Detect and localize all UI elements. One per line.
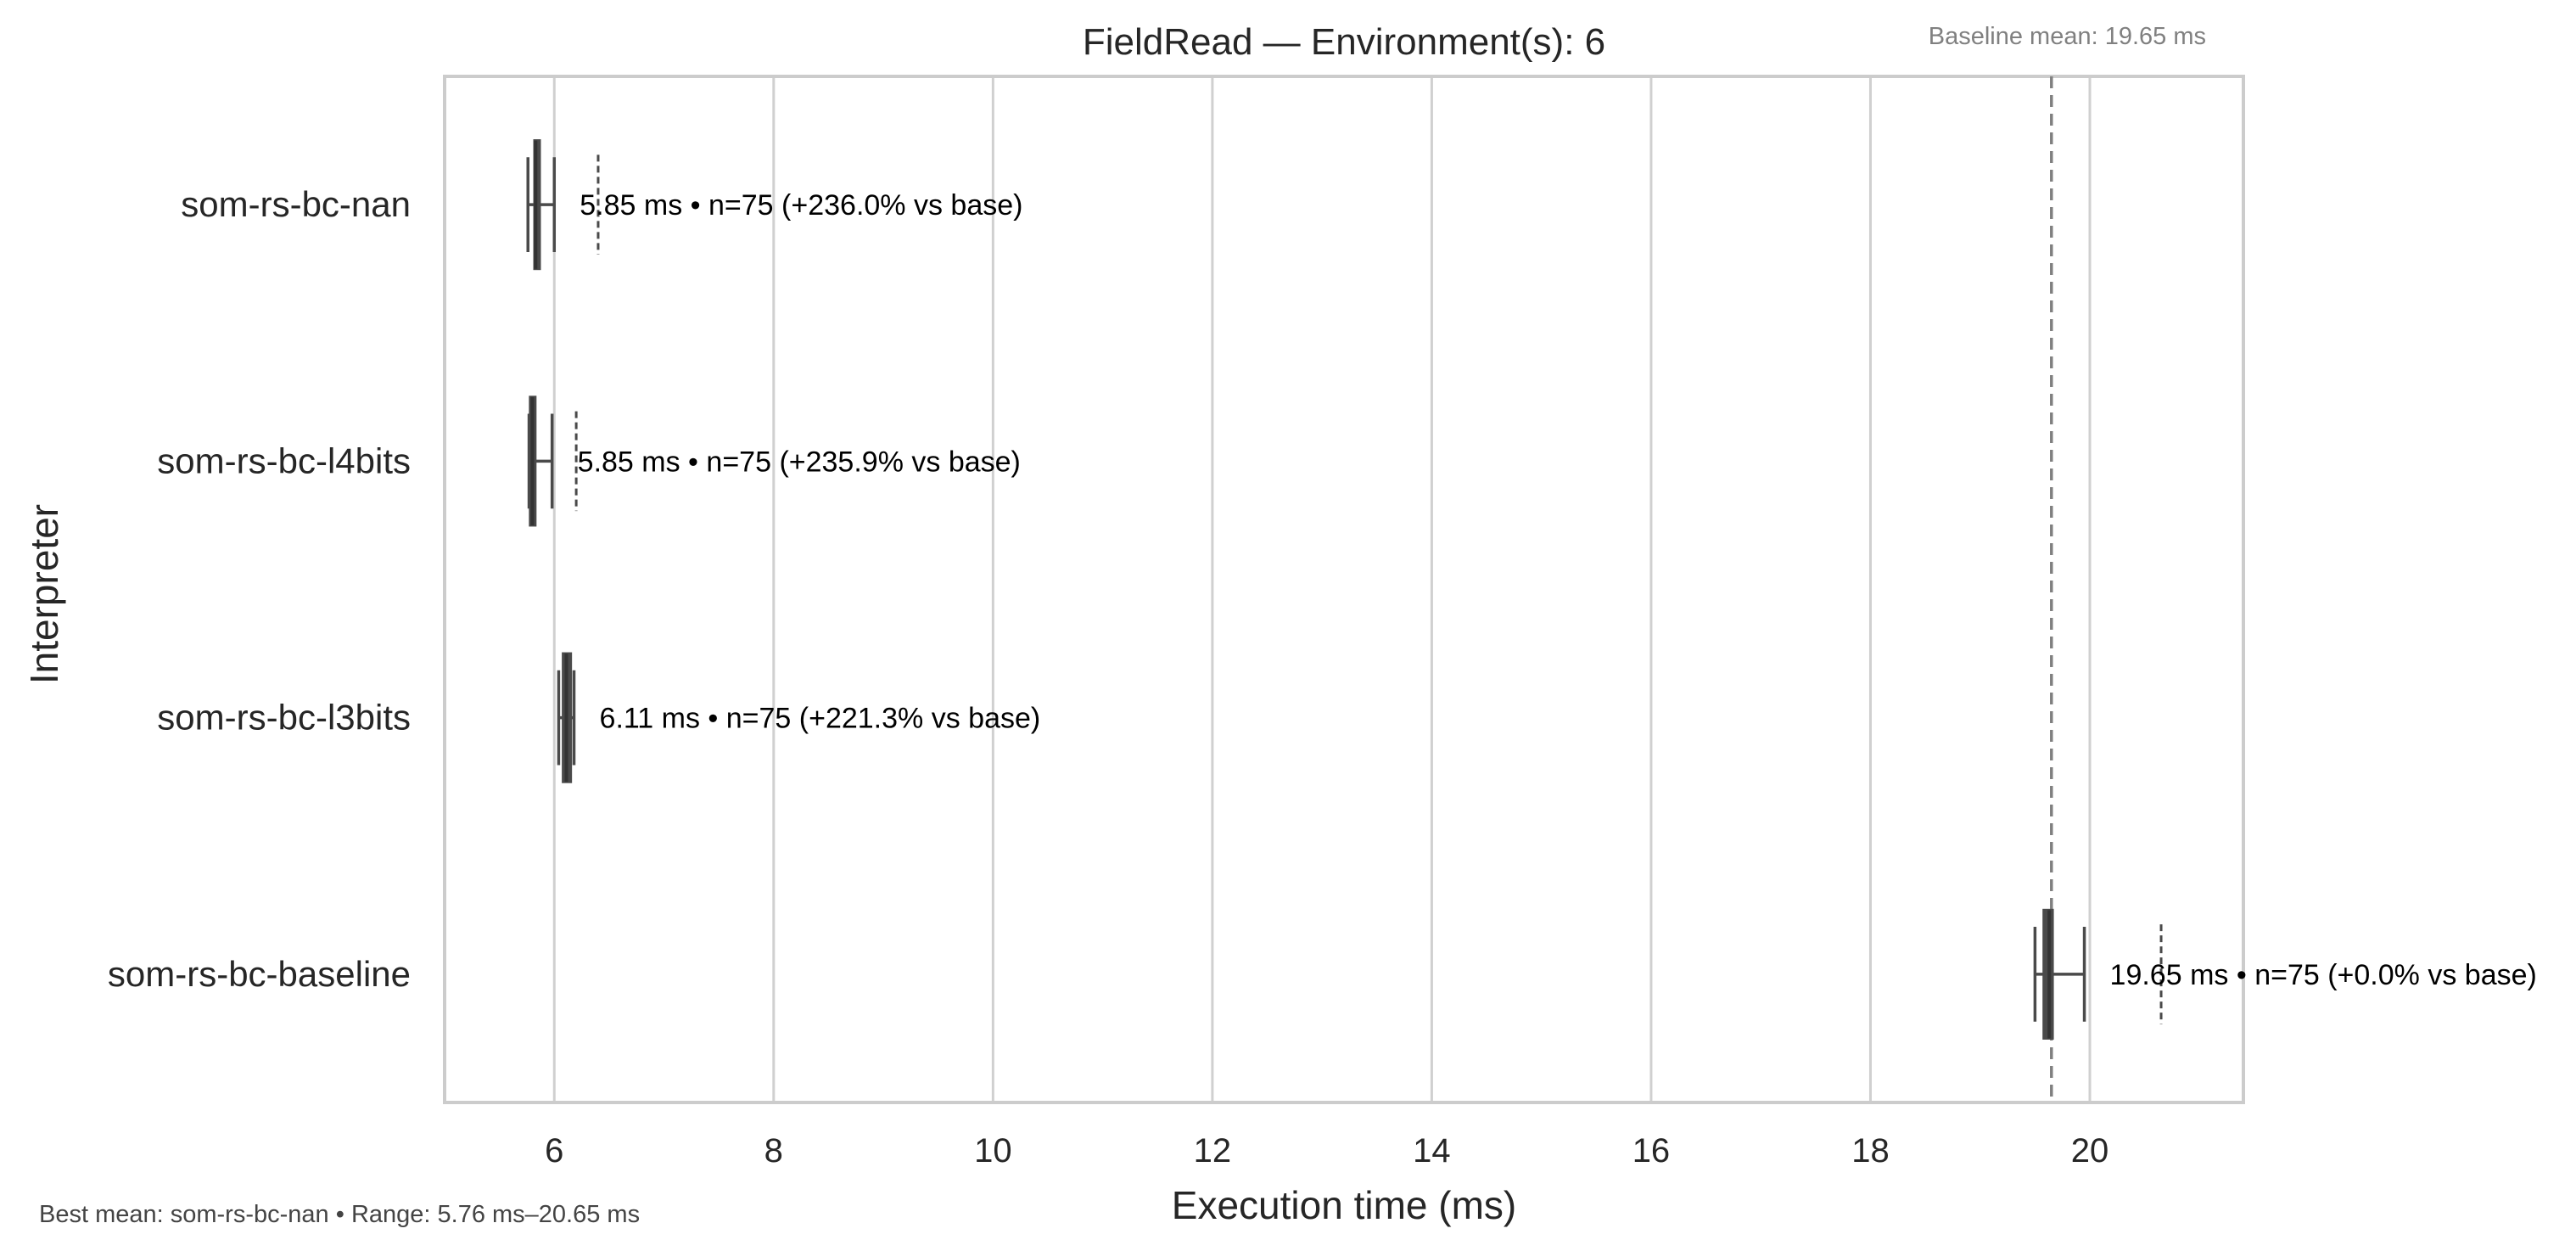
y-tick-label-som-rs-bc-l3bits: som-rs-bc-l3bits: [157, 698, 411, 738]
box-som-rs-bc-l4bits: [527, 395, 578, 527]
plot-frame: [443, 75, 2245, 1104]
x-axis-label: Execution time (ms): [1172, 1183, 1516, 1227]
annotation-som-rs-bc-nan: 5.85 ms • n=75 (+236.0% vs base): [580, 189, 1022, 222]
chart-title: FieldRead — Environment(s): 6: [1083, 21, 1605, 63]
x-tick-label-8: 8: [764, 1132, 783, 1170]
x-tick-label-16: 16: [1632, 1132, 1671, 1170]
box-som-rs-bc-nan: [526, 139, 600, 271]
annotations: 5.85 ms • n=75 (+236.0% vs base) 5.85 ms …: [578, 189, 2537, 991]
y-tick-labels: som-rs-bc-nan som-rs-bc-l4bits som-rs-bc-l…: [108, 184, 411, 994]
annotation-som-rs-bc-baseline: 19.65 ms • n=75 (+0.0% vs base): [2110, 959, 2537, 991]
baseline-mean-note: Baseline mean: 19.65 ms: [1929, 23, 2206, 50]
x-tick-label-10: 10: [974, 1132, 1012, 1170]
x-tick-label-14: 14: [1413, 1132, 1451, 1170]
x-tick-labels: 6 8 10 12 14 16 18 20: [545, 1132, 2108, 1170]
y-tick-label-som-rs-bc-baseline: som-rs-bc-baseline: [108, 954, 411, 994]
y-tick-label-som-rs-bc-l4bits: som-rs-bc-l4bits: [157, 440, 411, 480]
footer-note: Best mean: som-rs-bc-nan • Range: 5.76 m…: [39, 1201, 640, 1228]
annotation-som-rs-bc-l3bits: 6.11 ms • n=75 (+221.3% vs base): [600, 703, 1041, 735]
x-tick-label-20: 20: [2071, 1132, 2109, 1170]
x-tick-label-12: 12: [1194, 1132, 1232, 1170]
y-axis-label: Interpreter: [22, 504, 66, 684]
annotation-som-rs-bc-l4bits: 5.85 ms • n=75 (+235.9% vs base): [578, 446, 1021, 478]
boxes: [526, 139, 2163, 1040]
y-tick-label-som-rs-bc-nan: som-rs-bc-nan: [181, 184, 411, 224]
box-som-rs-bc-l3bits: [557, 652, 576, 783]
grid-lines: [552, 76, 2092, 1102]
box-som-rs-bc-baseline: [2033, 908, 2163, 1040]
x-tick-label-18: 18: [1851, 1132, 1890, 1170]
x-tick-label-6: 6: [545, 1132, 563, 1170]
